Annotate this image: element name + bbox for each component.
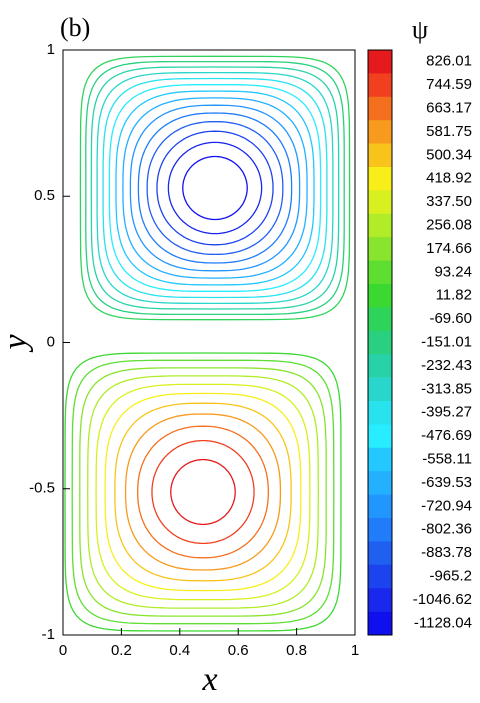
colorbar-swatch <box>368 237 392 261</box>
x-tick-label: 0.4 <box>169 642 190 659</box>
contour-line <box>87 375 319 609</box>
colorbar-label: 500.34 <box>426 146 472 163</box>
colorbar-label: 744.59 <box>426 76 472 93</box>
colorbar-swatch <box>368 330 392 355</box>
colorbar-swatch <box>368 471 392 495</box>
colorbar-swatch <box>368 447 392 472</box>
contour-line <box>90 66 340 310</box>
colorbar-swatch <box>368 284 392 308</box>
colorbar-frame <box>367 49 393 636</box>
plot-frame <box>62 49 356 636</box>
colorbar-swatch <box>368 424 392 449</box>
y-tick-label: 0 <box>47 333 55 350</box>
colorbar-label: -69.60 <box>429 310 472 327</box>
colorbar-label: 418.92 <box>426 170 472 187</box>
y-tick-label: -0.5 <box>29 480 55 497</box>
colorbar-label: 663.17 <box>426 99 472 116</box>
colorbar-label: -965.2 <box>429 567 472 584</box>
colorbar-swatch <box>368 564 392 589</box>
colorbar-swatch <box>368 401 392 425</box>
colorbar-label: -639.53 <box>421 474 472 491</box>
colorbar-swatch <box>368 96 392 121</box>
x-axis-label: x <box>201 661 217 698</box>
contour-line <box>137 425 269 559</box>
colorbar-swatch <box>368 167 392 191</box>
contour-line <box>182 155 248 221</box>
colorbar-swatch <box>368 588 392 612</box>
colorbar-label: -232.43 <box>421 357 472 374</box>
colorbar-label: -151.01 <box>421 333 472 350</box>
y-tick-label: 0.5 <box>34 187 55 204</box>
colorbar-swatch <box>368 213 392 238</box>
x-tick-label: 0 <box>59 642 67 659</box>
contour-group <box>64 55 351 632</box>
colorbar-label: -720.94 <box>421 497 472 514</box>
contour-line <box>137 112 293 264</box>
contour-line <box>64 352 342 632</box>
y-tick-label: -1 <box>42 626 55 643</box>
colorbar-swatch <box>368 354 392 378</box>
colorbar-title: ψ <box>412 15 428 44</box>
colorbar-swatch <box>368 73 392 98</box>
colorbar-label: 581.75 <box>426 123 472 140</box>
colorbar-swatch <box>368 307 392 332</box>
contour-line <box>102 77 328 299</box>
colorbar-label: -313.85 <box>421 380 472 397</box>
contour-line <box>79 367 327 617</box>
colorbar-label: -1046.62 <box>413 591 472 608</box>
contour-line <box>156 130 274 246</box>
colorbar-label: 11.82 <box>436 287 472 304</box>
colorbar-swatch <box>368 611 392 636</box>
y-tick-label: 1 <box>47 41 55 58</box>
colorbar-swatch <box>368 143 392 168</box>
colorbar-label: 256.08 <box>426 216 472 233</box>
colorbar-swatch <box>368 50 392 74</box>
colorbar-swatch <box>368 518 392 542</box>
colorbar-swatch <box>368 541 392 566</box>
colorbar-label: 337.50 <box>426 193 472 210</box>
contour-line <box>167 141 263 235</box>
x-tick-label: 0.8 <box>286 642 307 659</box>
contour-line <box>115 90 315 286</box>
contour-line <box>114 402 292 582</box>
colorbar-swatch <box>368 377 392 402</box>
colorbar-swatch <box>368 120 392 144</box>
contour-line <box>96 71 334 305</box>
contour-line <box>124 413 282 571</box>
contour-line <box>122 97 308 279</box>
contour-line <box>79 55 351 321</box>
x-tick-label: 0.6 <box>228 642 249 659</box>
contour-line <box>85 60 345 316</box>
contour-line <box>151 439 255 545</box>
contour-line <box>104 392 302 592</box>
panel-label: (b) <box>60 13 90 42</box>
contour-line <box>170 458 236 526</box>
colorbar-label: 174.66 <box>426 240 472 257</box>
colorbar-swatch <box>368 260 392 285</box>
colorbar-label: -1128.04 <box>414 614 472 631</box>
contour-line <box>71 359 335 625</box>
colorbar-swatch <box>368 494 392 519</box>
colorbar-label: -476.69 <box>421 427 472 444</box>
y-axis-label: y <box>0 334 34 353</box>
colorbar-label: 826.01 <box>426 53 472 70</box>
contour-line <box>129 104 301 272</box>
contour-line <box>146 120 284 256</box>
colorbar-swatch <box>368 190 392 215</box>
x-tick-label: 1 <box>351 642 359 659</box>
colorbar-label: -883.78 <box>421 544 472 561</box>
contour-line <box>108 84 322 292</box>
colorbar-label: -558.11 <box>422 450 472 467</box>
contour-line <box>95 383 311 601</box>
colorbar-label: -802.36 <box>421 521 472 538</box>
colorbar-label: 93.24 <box>434 263 472 280</box>
x-tick-label: 0.2 <box>111 642 132 659</box>
colorbar-label: -395.27 <box>421 404 472 421</box>
